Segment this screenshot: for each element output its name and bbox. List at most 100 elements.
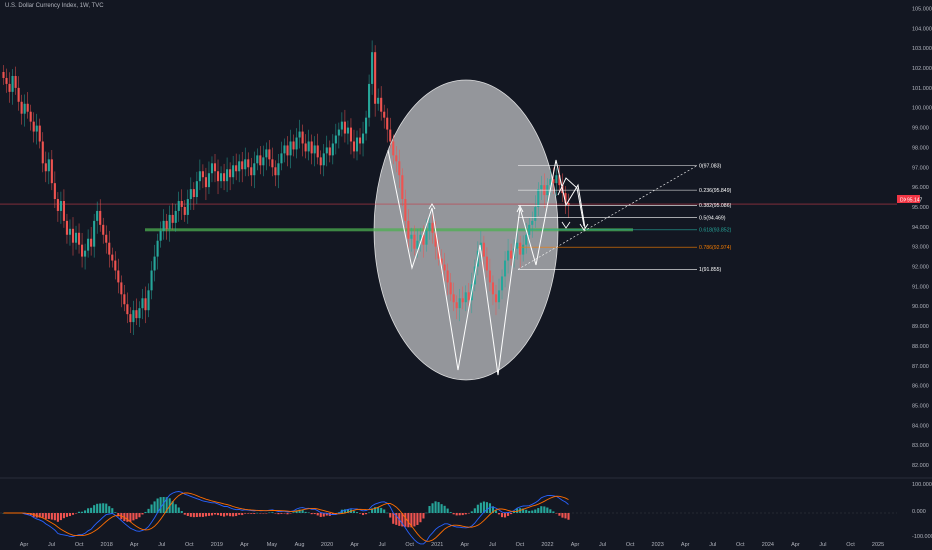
macd-histogram-bar bbox=[380, 507, 383, 513]
macd-histogram-bar bbox=[62, 513, 65, 519]
candle-body bbox=[461, 298, 464, 303]
candle-body bbox=[126, 304, 129, 315]
candle-body bbox=[558, 175, 561, 186]
arrow-up-icon bbox=[516, 204, 524, 213]
macd-histogram-bar bbox=[413, 513, 416, 527]
macd-histogram-bar bbox=[216, 513, 220, 516]
macd-histogram-bar bbox=[322, 513, 325, 517]
price-axis-label: 96.000 bbox=[912, 185, 929, 191]
macd-histogram-bar bbox=[510, 513, 513, 515]
time-axis-label: Jul bbox=[48, 542, 55, 548]
candle-body bbox=[11, 75, 14, 92]
macd-histogram-bar bbox=[135, 513, 138, 520]
candle-body bbox=[244, 159, 247, 170]
candle-body bbox=[395, 155, 398, 162]
macd-histogram-bar bbox=[386, 512, 389, 514]
candle-body bbox=[540, 185, 543, 190]
candle-body bbox=[50, 159, 53, 184]
macd-histogram-bar bbox=[361, 513, 365, 516]
macd-histogram-bar bbox=[277, 513, 280, 515]
candle-body bbox=[274, 167, 277, 176]
macd-histogram-bar bbox=[546, 507, 549, 513]
candle-body bbox=[53, 183, 56, 200]
candle-body bbox=[192, 189, 195, 198]
macd-histogram-bar bbox=[53, 513, 56, 521]
candle-body bbox=[455, 302, 458, 309]
macd-histogram-bar bbox=[165, 497, 168, 513]
macd-histogram-bar bbox=[232, 513, 235, 517]
candle-body bbox=[434, 232, 437, 247]
candle-body bbox=[392, 141, 395, 156]
candle-body bbox=[491, 282, 495, 295]
time-axis-label: Apr bbox=[571, 542, 580, 548]
candle-body bbox=[449, 282, 452, 295]
candle-body bbox=[87, 238, 90, 251]
candle-body bbox=[464, 292, 467, 303]
macd-histogram-bar bbox=[65, 513, 69, 517]
candle-body bbox=[319, 157, 322, 166]
candle-body bbox=[71, 228, 75, 243]
time-axis-label: Oct bbox=[516, 542, 525, 548]
macd-histogram-bar bbox=[144, 511, 147, 513]
time-axis-label: 2022 bbox=[541, 542, 553, 548]
candle-body bbox=[510, 250, 513, 259]
price-axis-label: 86.000 bbox=[912, 384, 929, 390]
macd-histogram-bar bbox=[416, 513, 419, 525]
macd-histogram-bar bbox=[250, 513, 253, 514]
macd-histogram-bar bbox=[268, 512, 271, 514]
fib-level-label: 0.618(93.852) bbox=[699, 228, 732, 234]
candle-body bbox=[232, 165, 235, 178]
candle-body bbox=[229, 169, 232, 178]
candle-body bbox=[316, 145, 319, 158]
candle-body bbox=[23, 103, 26, 114]
macd-histogram-bar bbox=[147, 508, 150, 513]
macd-histogram-bar bbox=[395, 513, 398, 525]
macd-histogram-bar bbox=[59, 513, 62, 521]
candle-body bbox=[519, 242, 522, 255]
macd-histogram-bar bbox=[198, 513, 201, 517]
macd-histogram-bar bbox=[434, 501, 437, 513]
macd-histogram-bar bbox=[238, 513, 241, 515]
candle-body bbox=[26, 103, 29, 112]
macd-histogram-bar bbox=[132, 513, 135, 521]
time-axis-label: Jul bbox=[489, 542, 496, 548]
macd-histogram-bar bbox=[374, 507, 377, 513]
macd-histogram-bar bbox=[561, 513, 564, 518]
candle-body bbox=[446, 270, 449, 283]
candle-body bbox=[531, 220, 534, 225]
macd-histogram-bar bbox=[537, 508, 540, 513]
macd-histogram-bar bbox=[491, 506, 495, 513]
candle-body bbox=[494, 294, 498, 303]
price-badge-value-bg bbox=[906, 195, 920, 203]
macd-histogram-bar bbox=[213, 513, 217, 515]
candle-body bbox=[147, 290, 150, 311]
macd-histogram-bar bbox=[192, 513, 195, 518]
macd-histogram-bar bbox=[500, 513, 504, 518]
candle-body bbox=[286, 145, 289, 156]
macd-histogram-bar bbox=[77, 511, 81, 513]
candle-body bbox=[159, 230, 162, 241]
price-axis-label: 105.000 bbox=[912, 7, 932, 13]
macd-histogram-bar bbox=[141, 513, 144, 515]
horizontal-levels bbox=[0, 203, 897, 232]
candle-body bbox=[114, 260, 117, 271]
fib-trend-line bbox=[517, 165, 698, 270]
macd-histogram-bar bbox=[41, 513, 44, 518]
macd-histogram-bar bbox=[235, 513, 238, 517]
candle-body bbox=[349, 127, 353, 142]
macd-histogram-bar bbox=[207, 513, 211, 516]
fib-level-label: 0.236(95.849) bbox=[699, 188, 732, 194]
candle-body bbox=[437, 246, 440, 259]
time-axis-label: Jul bbox=[379, 542, 386, 548]
candle-body bbox=[84, 250, 87, 257]
macd-histogram-bar bbox=[331, 513, 334, 515]
macd-histogram-bar bbox=[210, 513, 214, 516]
candle-body bbox=[129, 314, 132, 323]
macd-histogram-bar bbox=[286, 513, 289, 515]
macd-histogram-bar bbox=[244, 513, 247, 514]
candle-body bbox=[458, 298, 461, 309]
fib-level-label: 0.382(95.086) bbox=[699, 203, 732, 209]
candle-body bbox=[259, 155, 262, 166]
candle-body bbox=[108, 242, 111, 255]
